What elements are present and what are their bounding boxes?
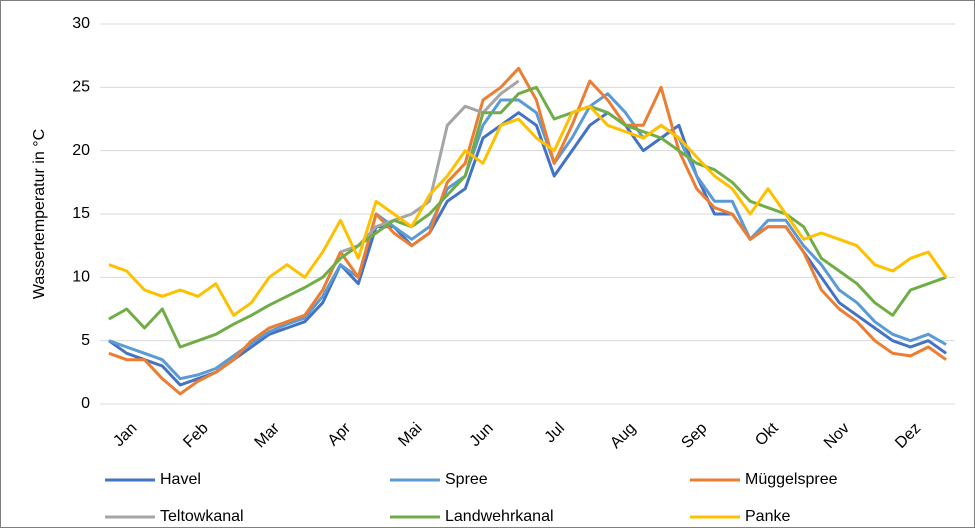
legend-label: Teltowkanal (160, 508, 244, 525)
legend-label: Panke (745, 508, 790, 525)
y-tick-label: 30 (72, 15, 90, 32)
y-tick-label: 5 (81, 332, 90, 349)
series-line (108, 66, 947, 396)
series-line (108, 104, 948, 317)
y-tick-label: 10 (72, 269, 90, 286)
legend-label: Müggelspree (745, 471, 838, 488)
y-tick-label: 15 (72, 205, 90, 222)
y-tick-label: 0 (81, 395, 90, 412)
y-tick-label: 25 (72, 79, 90, 96)
legend-label: Havel (160, 471, 201, 488)
series-line (339, 79, 520, 254)
y-tick-label: 20 (72, 142, 90, 159)
legend-label: Spree (445, 471, 488, 488)
series-line (108, 85, 947, 349)
legend-label: Landwehrkanal (445, 508, 554, 525)
y-axis-label: Wassertemperatur in °C (31, 129, 48, 299)
